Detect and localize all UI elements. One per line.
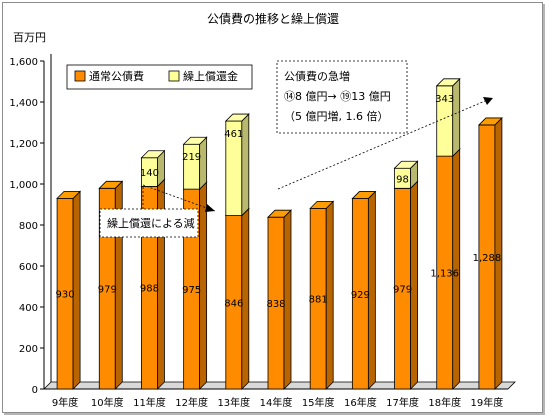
x-category-label: 9年度 bbox=[52, 396, 78, 409]
bar-top bbox=[140, 150, 166, 159]
x-category-label: 12年度 bbox=[175, 396, 208, 409]
bar-top bbox=[182, 136, 208, 145]
chart-title: 公債費の推移と繰上償還 bbox=[207, 11, 339, 26]
x-category-label: 15年度 bbox=[302, 396, 335, 409]
bar-early-repayment bbox=[435, 77, 461, 158]
value-label-regular: 1,288 bbox=[473, 253, 502, 264]
annotations: 繰上償還による減 公債費の急増 ⑭8 億円→ ⑲13 億円 （5 億円増, 1.6 倍… bbox=[99, 60, 493, 238]
x-category-label: 14年度 bbox=[260, 396, 293, 409]
y-tick-label: 1,000 bbox=[9, 180, 38, 191]
value-label-regular: 979 bbox=[393, 285, 412, 296]
value-label-regular: 1,136 bbox=[430, 269, 459, 280]
value-label-early: 461 bbox=[224, 129, 243, 140]
bar-top bbox=[351, 191, 377, 199]
value-label-early: 140 bbox=[140, 168, 159, 179]
y-tick-label: 200 bbox=[19, 344, 38, 355]
arrow-line bbox=[142, 184, 216, 212]
bar-regular-debt bbox=[351, 190, 377, 390]
legend-box bbox=[66, 64, 253, 90]
bar-early-repayment bbox=[140, 149, 166, 188]
legend: 通常公債費 繰上償還金 bbox=[66, 64, 253, 90]
x-category-label: 10年度 bbox=[91, 396, 124, 409]
value-label-early: 219 bbox=[182, 152, 201, 163]
y-axis-unit: 百万円 bbox=[13, 31, 46, 44]
value-label-regular: 846 bbox=[224, 298, 243, 309]
bar-side bbox=[452, 77, 461, 158]
value-label-regular: 979 bbox=[98, 285, 117, 296]
value-label-regular: 988 bbox=[140, 284, 159, 295]
arrow-head bbox=[205, 204, 215, 212]
bars bbox=[56, 77, 503, 390]
bar-top bbox=[309, 200, 335, 209]
x-category-label: 17年度 bbox=[386, 396, 419, 409]
legend-label: 繰上償還金 bbox=[183, 69, 238, 83]
value-labels: 930 979 988 140 975 219 846 461 838 881 929 979 98 1,… bbox=[56, 94, 502, 310]
value-label-regular: 881 bbox=[309, 295, 328, 306]
annotation-box-reduction bbox=[99, 208, 199, 238]
y-tick-label: 800 bbox=[19, 221, 38, 232]
trend-arrow-head bbox=[483, 97, 493, 105]
x-category-label: 11年度 bbox=[133, 396, 166, 409]
legend-swatch bbox=[74, 70, 86, 82]
bar-regular-debt bbox=[309, 200, 335, 390]
bar-front bbox=[183, 143, 201, 190]
legend-swatch bbox=[168, 70, 180, 82]
annotation-reduction: 繰上償還による減 bbox=[107, 216, 195, 230]
y-tick-label: 400 bbox=[19, 303, 38, 314]
bar-regular-debt bbox=[435, 148, 461, 390]
trend-arrow-line bbox=[277, 100, 486, 190]
bar-regular-debt bbox=[267, 209, 292, 390]
y-tick-label: 0 bbox=[32, 385, 38, 396]
x-category-label: 16年度 bbox=[344, 396, 377, 409]
value-label-regular: 975 bbox=[182, 285, 201, 296]
x-category-label: 13年度 bbox=[217, 396, 250, 409]
annotation-box-surge bbox=[276, 60, 408, 134]
bar-top bbox=[224, 113, 250, 122]
bar-top bbox=[98, 180, 124, 189]
bar-regular-debt bbox=[477, 116, 503, 390]
bar-early-repayment bbox=[393, 160, 419, 190]
x-category-label: 18年度 bbox=[428, 396, 461, 409]
x-category-label: 19年度 bbox=[471, 396, 504, 409]
bar-top bbox=[393, 160, 419, 169]
y-tick-label: 1,400 bbox=[9, 98, 38, 109]
bar-early-repayment bbox=[224, 113, 250, 217]
bar-top bbox=[56, 190, 82, 199]
bar-regular-debt bbox=[182, 181, 208, 390]
annotation-surge-line: 公債費の急増 bbox=[284, 69, 350, 83]
bar-top bbox=[477, 117, 503, 126]
annotation-surge-line: （5 億円増, 1.6 倍） bbox=[284, 109, 388, 123]
annotation-surge-line: ⑭8 億円→ ⑲13 億円 bbox=[284, 90, 391, 103]
bar-top bbox=[267, 209, 292, 218]
value-label-regular: 838 bbox=[266, 299, 285, 310]
bar-top bbox=[435, 78, 461, 87]
bar-early-repayment bbox=[182, 136, 208, 191]
y-tick-label: 1,600 bbox=[9, 57, 38, 68]
y-tick-label: 600 bbox=[19, 262, 38, 273]
value-label-regular: 929 bbox=[351, 290, 370, 301]
bar-chart: 公債費の推移と繰上償還 百万円 0 200 400 600 800 1,000 1,200 1… bbox=[9, 11, 516, 409]
bar-regular-debt bbox=[56, 190, 82, 390]
value-label-early: 98 bbox=[396, 174, 409, 185]
y-tick-label: 1,200 bbox=[9, 139, 38, 150]
legend-label: 通常公債費 bbox=[89, 69, 144, 83]
value-label-regular: 930 bbox=[56, 290, 75, 301]
value-label-early: 343 bbox=[435, 94, 454, 105]
